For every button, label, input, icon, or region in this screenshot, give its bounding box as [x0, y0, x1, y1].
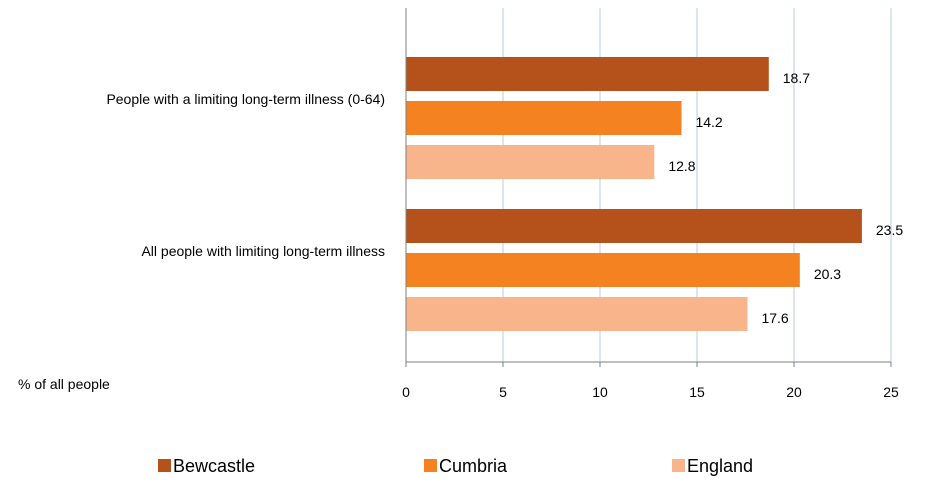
legend-label-bewcastle: Bewcastle: [173, 456, 255, 476]
legend: Bewcastle Cumbria England: [158, 456, 753, 476]
value-label-england-0: 12.8: [668, 158, 695, 174]
value-label-cumbria-0: 14.2: [695, 114, 722, 130]
bar-england-1: [406, 297, 748, 331]
legend-swatch-cumbria: [424, 459, 437, 472]
legend-label-england: England: [687, 456, 753, 476]
value-label-bewcastle-1: 23.5: [876, 222, 903, 238]
legend-label-cumbria: Cumbria: [439, 456, 508, 476]
bar-bewcastle-1: [406, 209, 862, 243]
bar-cumbria-1: [406, 253, 800, 287]
x-tick-label-1: 5: [499, 384, 507, 400]
value-label-bewcastle-0: 18.7: [783, 70, 810, 86]
value-label-cumbria-1: 20.3: [814, 266, 841, 282]
labels: 18.7 14.2 12.8 People with a limiting long-…: [106, 70, 903, 326]
x-tick-label-2: 10: [592, 384, 608, 400]
bar-cumbria-0: [406, 101, 682, 135]
legend-swatch-bewcastle: [158, 459, 171, 472]
category-label-0: People with a limiting long-term illness…: [106, 91, 385, 107]
category-label-1: All people with limiting long-term illne…: [141, 243, 385, 259]
bars: [406, 57, 862, 331]
x-axis-title: % of all people: [18, 376, 110, 392]
x-tick-label-5: 25: [883, 384, 899, 400]
axes: 0 5 10 15 20 25 % of all people: [18, 8, 899, 400]
x-tick-label-3: 15: [689, 384, 705, 400]
x-tick-label-0: 0: [402, 384, 410, 400]
bar-england-0: [406, 145, 655, 179]
bar-bewcastle-0: [406, 57, 769, 91]
x-tick-label-4: 20: [786, 384, 802, 400]
legend-swatch-england: [672, 459, 685, 472]
value-label-england-1: 17.6: [761, 310, 788, 326]
